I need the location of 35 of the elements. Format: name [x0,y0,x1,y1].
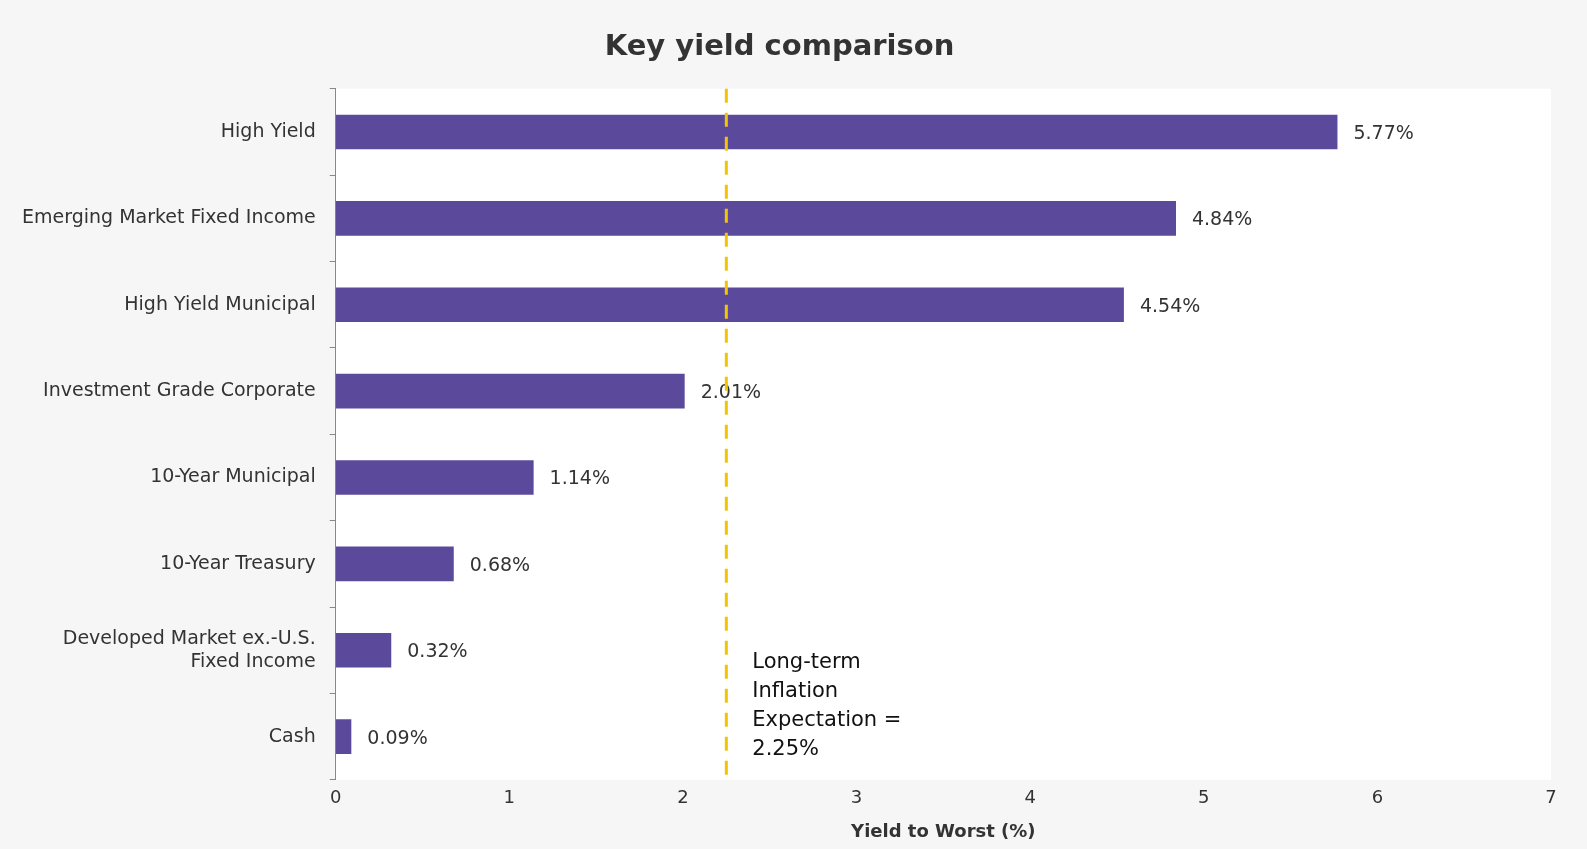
y-tick-label: 10-Year Municipal [150,464,316,487]
y-tick-label: Cash [268,723,316,746]
bar [335,546,454,582]
x-tick-label: 7 [1545,786,1557,808]
x-tick-label: 4 [1024,786,1036,808]
data-label: 5.77% [1353,120,1414,143]
y-tick-label: High Yield Municipal [124,291,316,314]
data-label: 2.01% [700,380,762,403]
y-tick-label: Emerging Market Fixed Income [22,205,316,228]
data-label: 1.14% [549,466,610,489]
ref-line-label: Long-term Inflation Expectation = 2.25% [752,649,902,761]
data-label: 0.09% [367,725,428,748]
bar [335,632,392,668]
chart-title: Key yield comparison [604,27,955,62]
x-axis-title: Yield to Worst (%) [850,819,1036,841]
bar [335,719,352,754]
x-tick-label: 3 [850,786,863,808]
bar [335,287,1124,323]
bar [335,373,685,409]
x-tick-label: 6 [1371,786,1384,808]
data-label: 4.84% [1191,207,1253,230]
data-label: 0.32% [407,639,468,662]
y-tick-label: 10-Year Treasury [160,550,316,573]
y-tick-label: Investment Grade Corporate [43,378,316,401]
x-tick-label: 1 [503,786,516,808]
y-tick-label: Developed Market ex.-U.S. Fixed Income [62,625,316,671]
x-tick-label: 0 [329,786,342,808]
y-tick-label: High Yield [220,118,316,141]
bar [335,460,534,495]
data-label: 0.68% [469,552,531,575]
data-label: 4.54% [1139,293,1201,316]
bar [335,201,1176,236]
x-tick-label: 2 [677,786,689,808]
bar [335,114,1338,150]
x-tick-label: 5 [1198,786,1210,808]
